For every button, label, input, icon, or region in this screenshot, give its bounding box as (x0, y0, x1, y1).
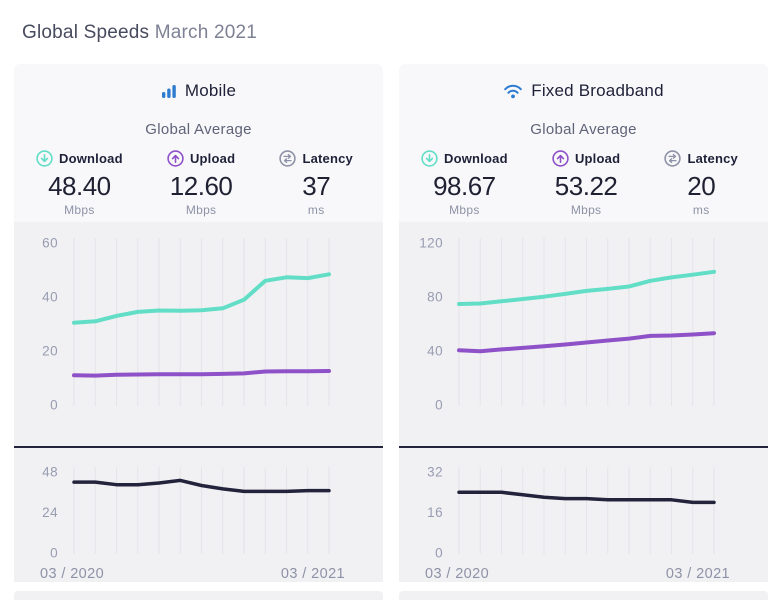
mobile-upload-stat: Upload 12.60 Mbps (167, 150, 235, 217)
fixed-download-stat: Download 98.67 Mbps (421, 150, 508, 217)
fixed-upload-unit: Mbps (570, 203, 602, 217)
svg-text:16: 16 (427, 505, 443, 520)
mobile-card-title: Mobile (184, 81, 237, 100)
download-arrow-icon (421, 150, 438, 167)
mobile-download-label: Download (59, 151, 123, 166)
svg-text:48: 48 (42, 465, 58, 480)
svg-text:03 / 2020: 03 / 2020 (40, 566, 104, 582)
mobile-card-main: Mobile Global Average (14, 64, 383, 582)
fixed-latency-value: 20 (687, 171, 716, 201)
fixed-upload-value: 53.22 (554, 171, 618, 201)
fixed-download-value: 98.67 (433, 171, 496, 201)
mobile-chart-divider (14, 446, 383, 448)
mobile-upload-label: Upload (189, 151, 236, 166)
svg-text:120: 120 (419, 236, 443, 251)
fixed-download-unit: Mbps (449, 203, 480, 217)
fixed-stats-row: Download 98.67 Mbps (399, 138, 768, 217)
mobile-stats-row: Download 48.40 Mbps (14, 138, 383, 217)
mobile-latency-unit: ms (307, 203, 325, 217)
svg-text:24: 24 (42, 505, 58, 520)
fixed-latency-label: Latency (687, 151, 738, 166)
svg-text:0: 0 (435, 398, 443, 413)
svg-text:60: 60 (42, 236, 58, 251)
mobile-download-stat: Download 48.40 Mbps (36, 150, 123, 217)
svg-text:03 / 2021: 03 / 2021 (666, 566, 730, 582)
svg-text:80: 80 (427, 290, 443, 305)
page-title: Global Speeds March 2021 (22, 22, 257, 44)
wifi-icon (503, 83, 523, 99)
fixed-next-section-stub (399, 591, 768, 600)
fixed-latency-stat: Latency 20 ms (664, 150, 738, 217)
svg-text:0: 0 (435, 546, 443, 561)
mobile-latency-chart: 0 24 48 03 / 2020 03 / 2021 (14, 448, 383, 582)
fixed-card-subtitle: Global Average (530, 121, 637, 138)
fixed-card-header: Fixed Broadband Global Average (399, 64, 768, 222)
fixed-download-label: Download (444, 151, 508, 166)
mobile-signal-bars-icon (161, 83, 177, 99)
fixed-speed-chart: 0 40 80 120 (399, 222, 768, 446)
fixed-upload-label: Upload (574, 151, 621, 166)
fixed-chart-divider (399, 446, 768, 448)
latency-arrows-icon (664, 150, 682, 167)
mobile-download-unit: Mbps (64, 203, 95, 217)
mobile-card-title-row: Mobile (14, 81, 383, 101)
upload-arrow-icon (167, 150, 184, 167)
mobile-latency-label: Latency (302, 151, 353, 166)
upload-arrow-icon (552, 150, 569, 167)
svg-text:0: 0 (50, 546, 58, 561)
page-title-main: Global Speeds (22, 22, 150, 43)
fixed-card-title-row: Fixed Broadband (399, 81, 768, 101)
svg-text:40: 40 (427, 344, 443, 359)
svg-text:32: 32 (427, 465, 443, 480)
cards-row: Mobile Global Average (14, 64, 768, 600)
mobile-latency-stat: Latency 37 ms (279, 150, 353, 217)
mobile-latency-value: 37 (302, 171, 331, 201)
mobile-card-subtitle: Global Average (145, 121, 252, 138)
svg-text:03 / 2020: 03 / 2020 (425, 566, 489, 582)
fixed-latency-chart: 0 16 32 03 / 2020 03 / 2021 (399, 448, 768, 582)
mobile-download-value: 48.40 (48, 171, 111, 201)
svg-text:03 / 2021: 03 / 2021 (281, 566, 345, 582)
mobile-speed-chart: 0 20 40 60 (14, 222, 383, 446)
latency-arrows-icon (279, 150, 297, 167)
fixed-card-main: Fixed Broadband Global Average (399, 64, 768, 582)
mobile-card-header: Mobile Global Average (14, 64, 383, 222)
svg-text:20: 20 (42, 344, 58, 359)
svg-text:0: 0 (50, 398, 58, 413)
svg-text:40: 40 (42, 290, 58, 305)
page-title-period: March 2021 (154, 22, 258, 43)
fixed-broadband-card: Fixed Broadband Global Average (399, 64, 768, 600)
fixed-latency-unit: ms (692, 203, 710, 217)
fixed-card-title: Fixed Broadband (531, 81, 664, 100)
mobile-next-section-stub (14, 591, 383, 600)
fixed-upload-stat: Upload 53.22 Mbps (552, 150, 620, 217)
mobile-upload-value: 12.60 (169, 171, 233, 201)
mobile-upload-unit: Mbps (185, 203, 217, 217)
mobile-card: Mobile Global Average (14, 64, 383, 600)
download-arrow-icon (36, 150, 53, 167)
